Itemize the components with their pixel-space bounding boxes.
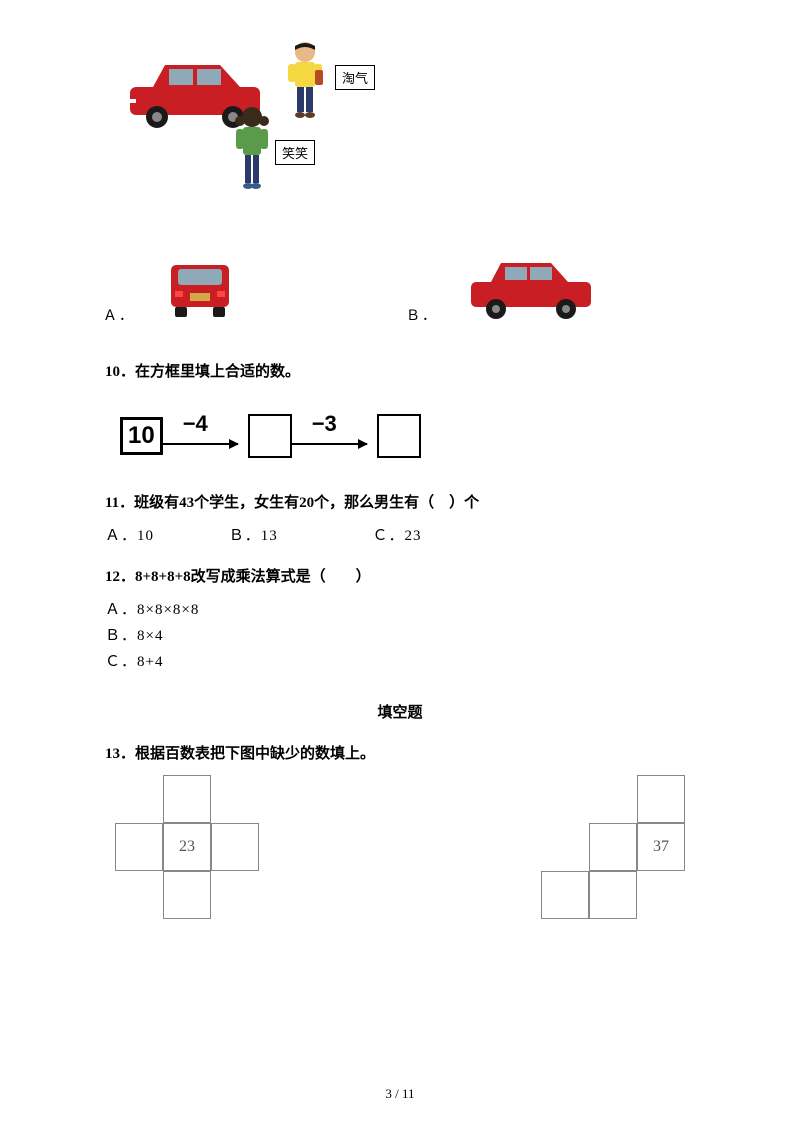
q11-opt-c[interactable]: Ｃ．23 (373, 524, 422, 545)
q10-op1: −4 (183, 411, 208, 437)
option-a-label: Ａ． (103, 305, 135, 325)
section-fill-title: 填空题 (105, 701, 695, 722)
q10-op2: −3 (312, 411, 337, 437)
q12-opt-c[interactable]: Ｃ．8+4 (105, 650, 695, 671)
grid-cell[interactable] (637, 775, 685, 823)
q13-grids: 23 37 (105, 775, 695, 919)
page-number: 3 / 11 (0, 1086, 800, 1102)
arrow-1: −4 (163, 411, 248, 461)
option-b-label: Ｂ． (406, 305, 438, 325)
label-taoqi: 淘气 (335, 65, 375, 90)
q10-box2[interactable] (377, 414, 421, 458)
options-row: Ａ． Ｂ． (95, 255, 695, 325)
q10-diagram: 10 −4 −3 (120, 411, 695, 461)
arrow-2: −3 (292, 411, 377, 461)
grid-cell[interactable] (541, 871, 589, 919)
grid-cell-23: 23 (163, 823, 211, 871)
q11-title: 11．班级有43个学生，女生有20个，那么男生有（ ）个 (105, 491, 695, 512)
scene-illustration: 淘气 笑笑 (125, 40, 385, 220)
girl-xiaoxiao-icon (230, 105, 275, 195)
q10-start-box: 10 (120, 417, 163, 455)
grid-cell-37: 37 (637, 823, 685, 871)
grid-cell[interactable] (115, 823, 163, 871)
q11-opt-b[interactable]: Ｂ．13 (229, 524, 369, 545)
grid-cell[interactable] (589, 823, 637, 871)
grid-cell[interactable] (211, 823, 259, 871)
q13-title: 13．根据百数表把下图中缺少的数填上。 (105, 742, 695, 763)
q12-opt-b[interactable]: Ｂ．8×4 (105, 624, 695, 645)
label-xiaoxiao: 笑笑 (275, 140, 315, 165)
q10-box1[interactable] (248, 414, 292, 458)
boy-taoqi-icon (280, 40, 330, 125)
car-back-icon (163, 255, 238, 325)
car-side-icon (466, 255, 601, 325)
q12-opt-a[interactable]: Ａ．8×8×8×8 (105, 598, 695, 619)
grid-cell[interactable] (163, 775, 211, 823)
q11-options: Ａ．10 Ｂ．13 Ｃ．23 (105, 524, 695, 545)
grid-cell[interactable] (163, 871, 211, 919)
q11-opt-a[interactable]: Ａ．10 (105, 524, 225, 545)
q10-title: 10．在方框里填上合适的数。 (105, 360, 695, 381)
q13-grid-right: 37 (541, 775, 685, 919)
q12-title: 12．8+8+8+8改写成乘法算式是（ ） (105, 565, 695, 586)
grid-cell[interactable] (589, 871, 637, 919)
q13-grid-left: 23 (115, 775, 259, 919)
